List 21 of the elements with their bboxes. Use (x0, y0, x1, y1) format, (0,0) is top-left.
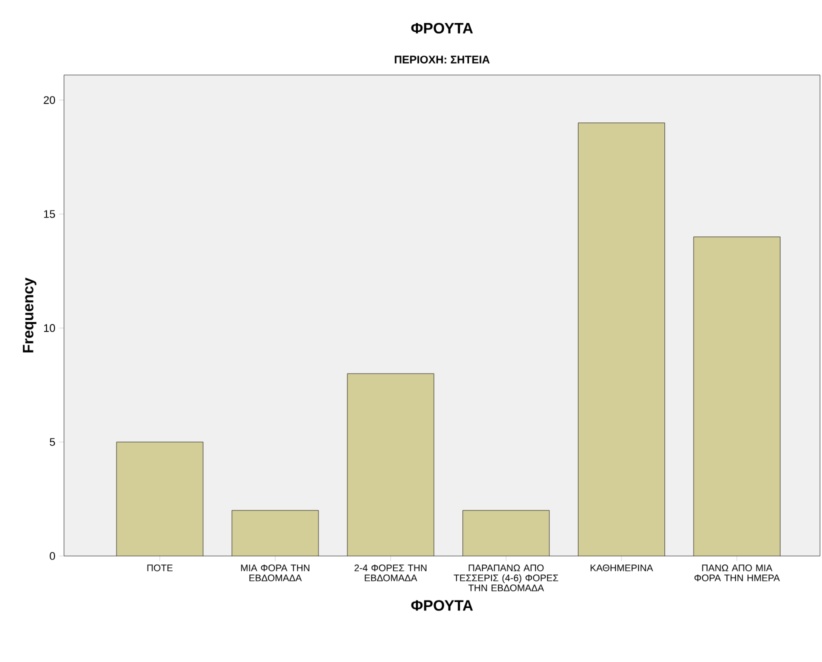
y-tick-label: 15 (44, 210, 55, 218)
y-tick-label: 5 (50, 438, 55, 446)
x-tick-label: ΠΟΤΕ (147, 564, 173, 572)
bar (693, 236, 780, 556)
y-tick-label: 0 (50, 552, 56, 560)
chart-subtitle: ΠΕΡΙΟΧΗ: ΣΗΤΕΙΑ (394, 56, 490, 64)
y-tick-label: 10 (44, 324, 56, 332)
bar (116, 442, 204, 556)
chart-title: ΦΡΟΥΤΑ (411, 22, 473, 34)
bar (232, 510, 319, 556)
x-axis-title: ΦΡΟΥΤΑ (411, 600, 473, 611)
x-tick-label: ΚΑΘΗΜΕΡΙΝΑ (590, 564, 654, 572)
bar (462, 510, 550, 556)
x-tick-label: 2-4 ΦΟΡΕΣ ΤΗΝ ΕΒΔΟΜΑΔΑ (354, 564, 426, 582)
bar (578, 122, 665, 556)
y-tick-label: 20 (44, 96, 56, 104)
x-tick-label: ΠΑΝΩ ΑΠΟ ΜΙΑ ΦΟΡΑ ΤΗΝ ΗΜΕΡΑ (694, 564, 780, 582)
x-tick-label: ΜΙΑ ΦΟΡΑ ΤΗΝ ΕΒΔΟΜΑΔΑ (241, 564, 310, 582)
y-axis-title: Frequency (22, 278, 36, 352)
x-tick-label: ΠΑΡΑΠΑΝΩ ΑΠΟ ΤΕΣΣΕΡΙΣ (4-6) ΦΟΡΕΣ ΤΗΝ ΕΒΔΟΜΑΔΑ (454, 564, 558, 592)
bar (347, 373, 434, 556)
